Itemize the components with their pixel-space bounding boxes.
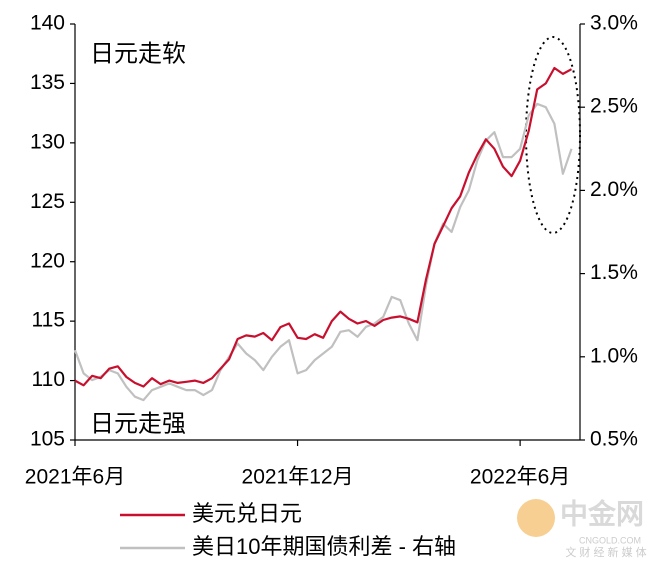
legend-label: 美元兑日元 <box>192 501 302 526</box>
annotation: 日元走强 <box>90 410 186 437</box>
y2-tick-label: 3.0% <box>590 12 638 35</box>
y2-tick-label: 1.5% <box>590 261 638 284</box>
watermark: 文 财 经 新 媒 体 <box>565 545 646 559</box>
x-tick-label: 2022年6月 <box>470 466 570 489</box>
y-tick-label: 120 <box>30 249 65 272</box>
annotation: 日元走软 <box>90 40 186 67</box>
x-tick-label: 2021年12月 <box>242 466 354 489</box>
watermark: 中金网 <box>560 497 644 529</box>
y-tick-label: 110 <box>32 368 65 391</box>
y-tick-label: 105 <box>30 428 65 451</box>
highlight-ellipse <box>525 36 581 234</box>
watermark-logo <box>517 499 555 537</box>
y2-tick-label: 0.5% <box>590 428 638 451</box>
x-tick-label: 2021年6月 <box>25 466 125 489</box>
y2-tick-label: 2.5% <box>590 95 638 118</box>
series-line <box>73 102 573 402</box>
y-tick-label: 130 <box>30 130 65 153</box>
y-tick-label: 125 <box>30 190 65 213</box>
watermark: CNGOLD.COM <box>579 535 641 545</box>
y2-tick-label: 2.0% <box>590 178 638 201</box>
y-tick-label: 135 <box>30 71 65 94</box>
y-tick-label: 115 <box>32 309 65 332</box>
legend-label: 美日10年期国债利差 - 右轴 <box>192 534 456 559</box>
series-line <box>74 66 573 388</box>
y2-tick-label: 1.0% <box>590 344 638 367</box>
y-tick-label: 140 <box>30 12 65 35</box>
